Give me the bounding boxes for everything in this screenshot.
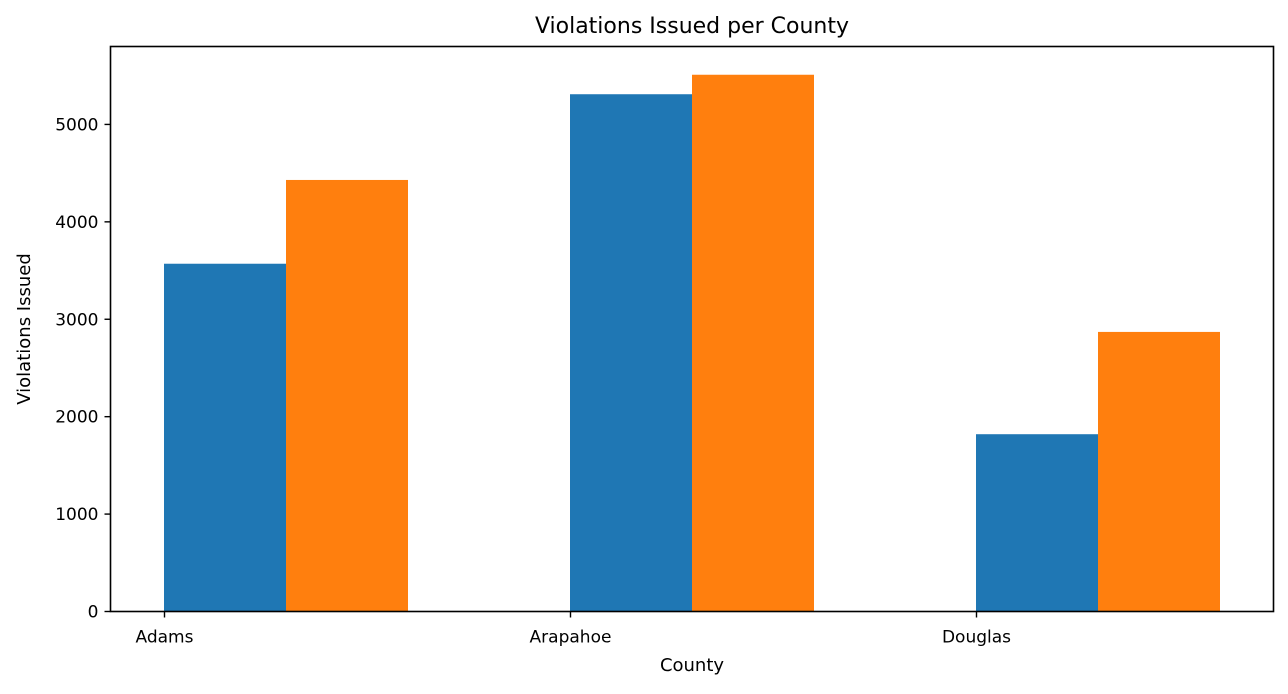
x-tick-label: Adams [136, 628, 194, 648]
chart-title: Violations Issued per County [535, 14, 849, 39]
bar-adams-series-1 [164, 263, 286, 612]
bar-adams-series-2 [286, 179, 408, 612]
y-axis-ticks: 0 1000 2000 3000 4000 5000 [55, 115, 111, 623]
x-axis-ticks: Adams Arapahoe Douglas [136, 611, 1011, 648]
y-tick-label: 2000 [55, 408, 98, 428]
bars-group [164, 74, 1220, 612]
bar-douglas-series-1 [976, 434, 1098, 612]
y-tick-label: 4000 [55, 213, 98, 233]
plot-frame [109, 45, 1275, 613]
x-tick-label: Douglas [942, 628, 1011, 648]
y-tick-label: 1000 [55, 505, 98, 525]
y-tick-label: 0 [88, 603, 99, 623]
bar-douglas-series-2 [1098, 331, 1220, 612]
x-tick-label: Arapahoe [530, 628, 612, 648]
y-tick-label: 3000 [55, 310, 98, 330]
y-axis-label: Violations Issued [14, 253, 35, 405]
bar-arapahoe-series-1 [570, 94, 692, 612]
x-axis-label: County [660, 655, 724, 676]
y-tick-label: 5000 [55, 115, 98, 135]
bar-arapahoe-series-2 [692, 74, 814, 612]
